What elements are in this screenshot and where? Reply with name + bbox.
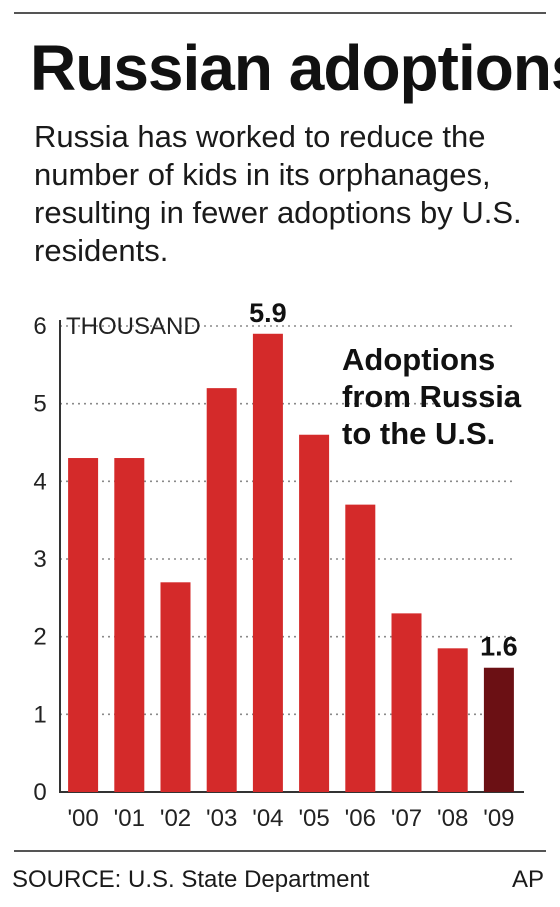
bar-01 [114,458,145,792]
bar-08 [437,648,468,792]
data-label: 5.9 [249,298,287,328]
x-tick-label: '03 [206,805,237,832]
y-tick-label-0: 0 [33,779,46,806]
bar-09 [483,667,514,792]
credit-label: AP [511,866,544,893]
bottom-rule [14,850,546,852]
source-note: SOURCE: U.S. State Department [12,866,370,893]
x-tick-label: '07 [391,805,422,832]
y-tick-label-2: 2 [33,624,46,651]
chart-subtitle: Russia has worked to reduce the number o… [34,119,522,268]
bar-04 [252,333,283,792]
annotation-line: to the U.S. [342,416,495,451]
bar-05 [299,434,330,792]
bar-03 [206,388,237,792]
x-tick-label: '09 [483,805,514,832]
top-rule [14,12,546,14]
y-tick-label-4: 4 [33,468,46,495]
x-tick-label: '04 [252,805,283,832]
bar-02 [160,582,191,792]
chart-title: Russian adoptions [30,32,560,104]
data-label: 1.6 [480,632,518,662]
x-tick-label: '05 [298,805,329,832]
annotation-line: Adoptions [342,342,495,377]
annotation-line: from Russia [342,379,522,414]
y-unit-label: THOUSAND [66,313,201,340]
y-tick-label-1: 1 [33,701,46,728]
x-tick-label: '01 [114,805,145,832]
y-tick-label-3: 3 [33,546,46,573]
x-tick-label: '02 [160,805,191,832]
y-tick-label-5: 5 [33,391,46,418]
bar-07 [391,613,422,792]
x-tick-label: '06 [345,805,376,832]
x-tick-label: '00 [67,805,98,832]
y-tick-label-6: 6 [33,313,46,340]
bar-00 [68,458,99,792]
bar-06 [345,504,376,792]
x-tick-label: '08 [437,805,468,832]
